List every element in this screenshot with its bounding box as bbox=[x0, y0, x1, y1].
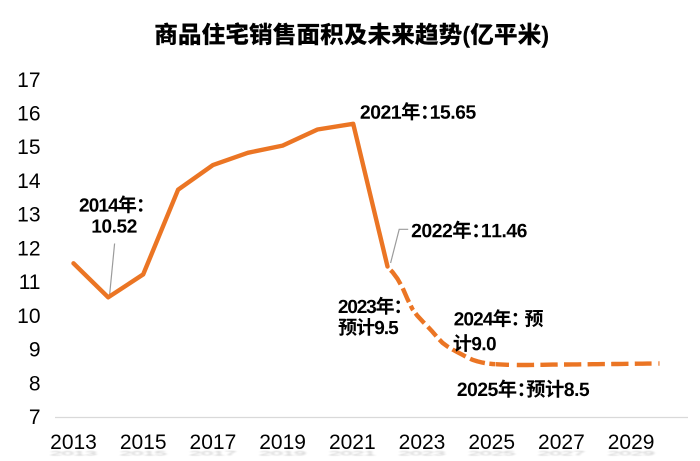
svg-text:15: 15 bbox=[17, 136, 40, 159]
svg-text:2019: 2019 bbox=[259, 431, 306, 454]
svg-text:11: 11 bbox=[19, 271, 41, 294]
svg-text:13: 13 bbox=[17, 204, 40, 227]
svg-text:2027: 2027 bbox=[538, 431, 585, 454]
svg-text:2021: 2021 bbox=[329, 450, 376, 457]
svg-text:2013: 2013 bbox=[50, 450, 97, 457]
svg-text:17: 17 bbox=[17, 69, 40, 92]
svg-text:2017: 2017 bbox=[190, 450, 237, 457]
svg-text:2029: 2029 bbox=[608, 431, 655, 454]
svg-text:14: 14 bbox=[17, 170, 41, 193]
svg-text:2019: 2019 bbox=[259, 450, 306, 457]
svg-text:2023: 2023 bbox=[399, 431, 446, 454]
svg-text:2013: 2013 bbox=[50, 431, 97, 454]
svg-text:2015: 2015 bbox=[120, 450, 167, 457]
svg-text:2017: 2017 bbox=[190, 431, 237, 454]
svg-text:9: 9 bbox=[29, 339, 41, 362]
svg-text:2015: 2015 bbox=[120, 431, 167, 454]
svg-text:10: 10 bbox=[17, 305, 40, 328]
svg-text:2025: 2025 bbox=[468, 431, 515, 454]
svg-text:2021: 2021 bbox=[329, 431, 376, 454]
svg-text:2029: 2029 bbox=[608, 450, 655, 457]
svg-text:12: 12 bbox=[17, 237, 40, 260]
svg-text:8: 8 bbox=[29, 372, 41, 395]
svg-text:16: 16 bbox=[17, 103, 40, 126]
svg-text:2027: 2027 bbox=[538, 450, 585, 457]
svg-text:2025: 2025 bbox=[468, 450, 515, 457]
svg-text:7: 7 bbox=[29, 406, 41, 429]
svg-text:2023: 2023 bbox=[399, 450, 446, 457]
